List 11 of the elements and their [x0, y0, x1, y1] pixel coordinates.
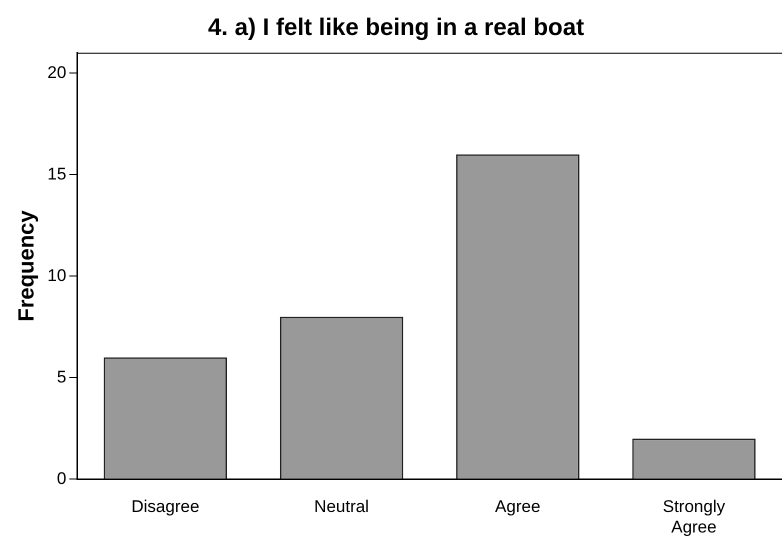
- x-tick-label: Neutral: [314, 497, 369, 516]
- x-tick-label: Strongly Agree: [662, 497, 726, 536]
- y-tick-label: 10: [47, 266, 66, 285]
- y-tick-label: 0: [56, 468, 66, 488]
- y-axis-title: Frequency: [13, 210, 38, 322]
- y-tick-label: 20: [47, 62, 66, 82]
- x-tick-label: Disagree: [131, 497, 200, 516]
- x-tick-label: Agree: [495, 497, 540, 516]
- y-tick-label: 15: [47, 164, 66, 184]
- y-tick-label: 5: [56, 367, 66, 386]
- chart-title: 4. a) I felt like being in a real boat: [208, 14, 584, 42]
